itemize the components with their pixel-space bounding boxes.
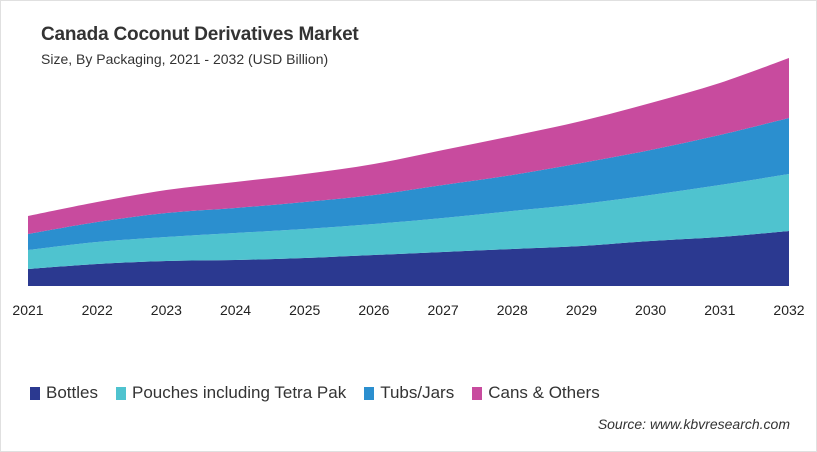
x-tick-label: 2029	[566, 302, 597, 318]
x-tick-label: 2022	[82, 302, 113, 318]
x-tick-label: 2028	[497, 302, 528, 318]
legend-label: Cans & Others	[488, 383, 600, 402]
legend-label: Bottles	[46, 383, 98, 402]
x-tick-label: 2031	[704, 302, 735, 318]
x-tick-label: 2026	[358, 302, 389, 318]
legend-label: Tubs/Jars	[380, 383, 455, 402]
x-tick-label: 2027	[428, 302, 459, 318]
x-tick-label: 2021	[12, 302, 43, 318]
area-cans-others	[28, 58, 789, 234]
x-tick-label: 2024	[220, 302, 251, 318]
chart-title: Canada Coconut Derivatives Market	[41, 24, 359, 45]
x-tick-label: 2023	[151, 302, 182, 318]
source-note: Source: www.kbvresearch.com	[597, 416, 790, 432]
legend-swatch	[472, 386, 483, 400]
x-tick-label: 2030	[635, 302, 666, 318]
area-bottles	[28, 231, 789, 286]
legend-item: Tubs/Jars	[364, 383, 454, 403]
legend-item: Cans & Others	[472, 383, 600, 403]
legend-item: Bottles	[30, 383, 98, 403]
legend: Bottles Pouches including Tetra Pak Tubs/J…	[30, 383, 600, 403]
area-tubs-jars	[28, 118, 789, 250]
legend-swatch	[115, 386, 126, 400]
x-tick-label: 2025	[289, 302, 320, 318]
legend-swatch	[30, 386, 40, 400]
legend-swatch	[364, 386, 375, 400]
legend-item: Pouches including Tetra Pak	[115, 383, 347, 403]
x-tick-label: 2032	[773, 302, 804, 318]
area-pouches-including-tetra-pak	[28, 174, 789, 269]
chart-subtitle: Size, By Packaging, 2021 - 2032 (USD Bil…	[41, 51, 329, 67]
legend-label: Pouches including Tetra Pak	[131, 383, 347, 402]
